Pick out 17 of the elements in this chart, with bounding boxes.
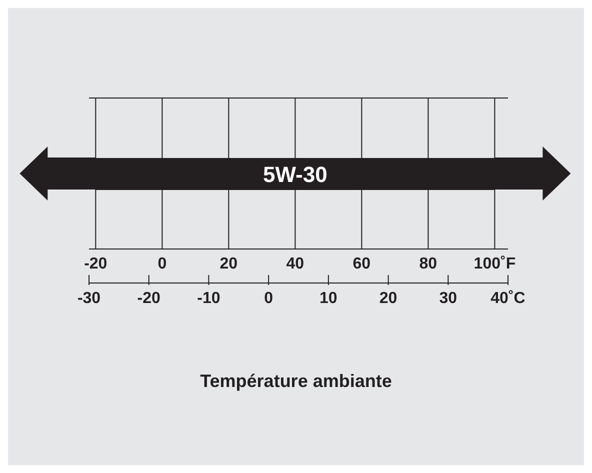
x-tick-label: 20 — [220, 255, 238, 272]
x-axis-title: Température ambiante — [199, 371, 393, 392]
x-tick-label: 100˚F — [474, 255, 516, 272]
x2-tick-label: -10 — [197, 290, 220, 307]
y-tick-label: 5W-30 — [262, 162, 328, 187]
x2-tick-label: 40˚C — [490, 290, 526, 307]
x-tick-label: 80 — [419, 255, 438, 272]
x2-tick-label: -20 — [137, 290, 161, 307]
x2-tick-label: 0 — [264, 290, 274, 307]
x-tick-label: 60 — [352, 255, 371, 272]
x-tick-label: -20 — [84, 255, 108, 272]
x2-tick-label: 10 — [320, 290, 338, 307]
x-tick-label: 0 — [158, 255, 167, 272]
x2-tick-label: 30 — [439, 290, 458, 307]
x2-tick-label: -30 — [77, 290, 101, 307]
x-tick-label: 40 — [286, 255, 304, 272]
x2-tick-label: 20 — [379, 290, 398, 307]
